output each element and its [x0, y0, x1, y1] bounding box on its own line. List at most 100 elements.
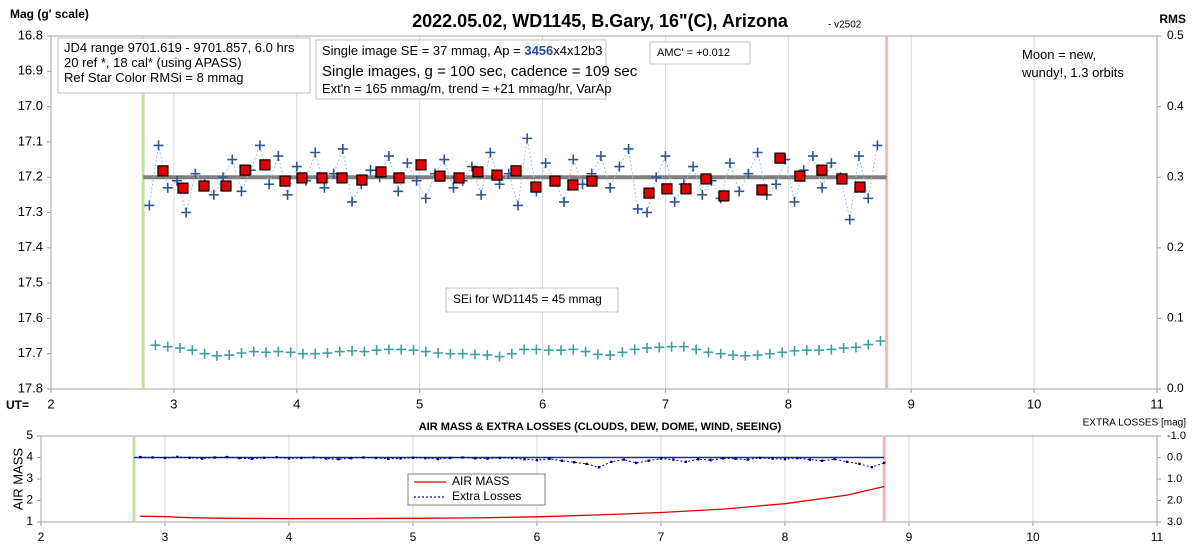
point [349, 456, 353, 460]
point [396, 344, 407, 355]
point [678, 341, 689, 352]
point [334, 346, 345, 357]
point [420, 193, 431, 204]
point [629, 344, 640, 355]
y-tick-label: 1 [26, 514, 33, 528]
point [238, 456, 241, 460]
point [654, 342, 665, 353]
y-axis-label: AIR MASS [10, 448, 25, 510]
point [482, 350, 493, 361]
y2-tick-label: -1.0 [1167, 430, 1186, 442]
point [453, 172, 465, 184]
x-tick-label: 3 [162, 530, 169, 544]
point [424, 456, 427, 460]
point [273, 346, 284, 357]
point [826, 344, 837, 355]
y-tick-label: 17.0 [18, 98, 43, 113]
point [393, 172, 405, 184]
point [208, 189, 219, 200]
y-tick-label: 17.3 [18, 204, 43, 219]
x-tick-label: 4 [293, 396, 300, 411]
point [176, 455, 179, 459]
point [175, 343, 186, 354]
y2-tick-label: 0.2 [1167, 240, 1184, 254]
point [523, 458, 526, 461]
point [724, 158, 735, 169]
annotation-text: JD4 range 9701.619 - 9701.857, 6.0 hrs [64, 40, 295, 55]
annotation-box [57, 37, 311, 94]
annotation-text: Single images, g = 100 sec, cadence = 10… [322, 63, 638, 80]
annotation-text: AMC' = +0.012 [657, 47, 730, 59]
annotation-part: JD4 range 9701.619 - 9701.857, 6.0 hrs [64, 40, 295, 55]
point [510, 165, 522, 177]
annotation-part: 3456 [524, 43, 553, 58]
point [316, 172, 328, 184]
y-tick-label: 17.2 [18, 169, 43, 184]
point [597, 465, 601, 469]
point [697, 189, 708, 200]
point [469, 349, 480, 360]
point [660, 151, 671, 162]
point [177, 182, 189, 194]
point [543, 345, 554, 356]
point [383, 344, 394, 355]
x-tick-label: 10 [1026, 530, 1040, 544]
point [337, 458, 340, 461]
point [171, 175, 182, 186]
point [449, 456, 452, 460]
annotation-part: Ref Star Color RMSi = 8 mmag [64, 70, 244, 85]
point [623, 143, 634, 154]
point [740, 350, 751, 361]
point [139, 455, 142, 459]
point [273, 151, 284, 162]
point [225, 455, 229, 459]
point [371, 345, 382, 356]
point [826, 158, 837, 169]
legend-label: AIR MASS [452, 474, 509, 488]
annotation-part: Single images, g = 100 sec, cadence = 10… [322, 63, 638, 80]
point [285, 347, 296, 358]
point [408, 345, 419, 356]
x-tick-label: 4 [286, 530, 293, 544]
point [870, 465, 873, 469]
point [858, 462, 861, 466]
y2-tick-label: 3.0 [1167, 516, 1182, 528]
point [703, 347, 714, 358]
point [728, 350, 739, 361]
point [614, 161, 625, 172]
annotation-part: 20 ref *, 18 cal* (using APASS) [64, 55, 242, 70]
x-tick-label: 11 [1151, 530, 1164, 544]
point [211, 350, 222, 361]
point [850, 342, 861, 353]
point [559, 196, 570, 207]
point [415, 159, 427, 171]
x-tick-label: 2 [38, 530, 45, 544]
point [853, 151, 864, 162]
point [486, 457, 489, 460]
point [375, 166, 387, 178]
point [512, 200, 523, 211]
y-tick-label: 2 [26, 493, 33, 507]
point [863, 193, 874, 204]
point [718, 190, 730, 202]
point [356, 174, 368, 186]
chart-title: AIR MASS & EXTRA LOSSES (CLOUDS, DEW, DO… [419, 421, 782, 433]
point [151, 456, 154, 459]
point [436, 457, 439, 461]
point [411, 456, 415, 459]
point [213, 456, 216, 459]
point [833, 458, 836, 461]
chart-subtitle: - v2502 [828, 20, 862, 31]
point [568, 154, 579, 165]
point [287, 457, 291, 460]
series-line [140, 485, 885, 520]
annotation-text: SEi for WD1145 = 45 mmag [453, 292, 602, 306]
point [659, 457, 663, 460]
point [347, 196, 358, 207]
point [198, 180, 210, 192]
point [872, 140, 883, 151]
point [883, 461, 886, 465]
point [448, 182, 459, 193]
point [573, 461, 576, 464]
point [519, 344, 530, 355]
